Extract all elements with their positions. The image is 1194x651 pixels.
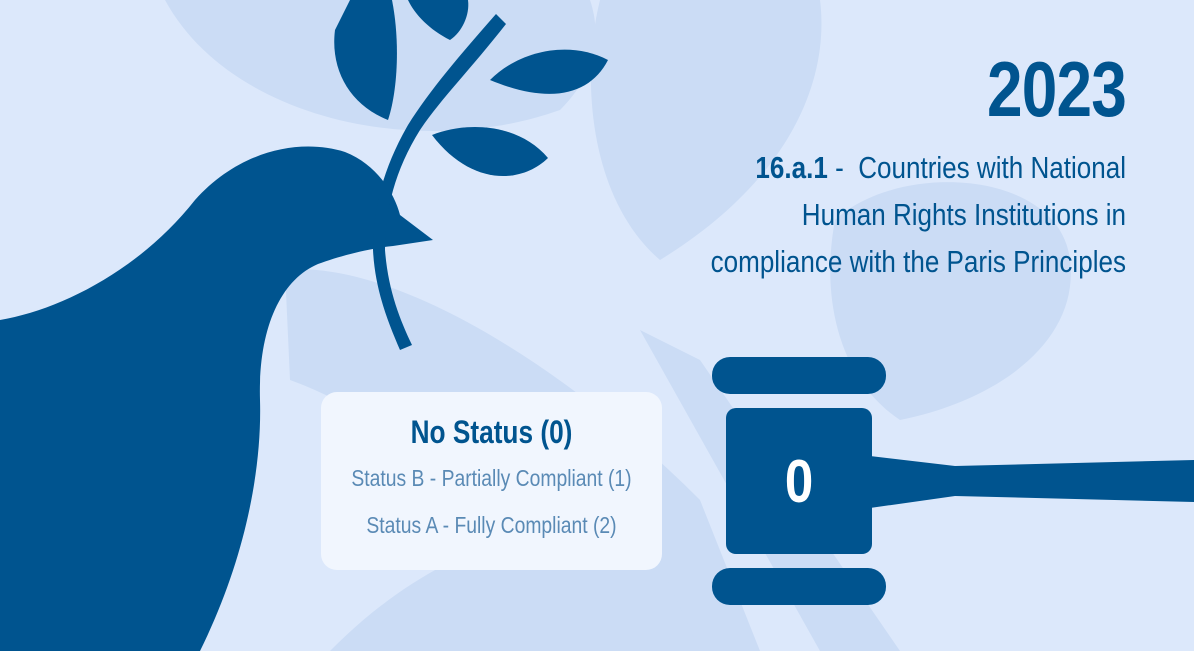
indicator-heading: 16.a.1 - Countries with National Human R…	[706, 144, 1126, 285]
year-label: 2023	[986, 45, 1127, 133]
olive-branch-icon	[334, 0, 608, 350]
title-block: 2023 16.a.1 - Countries with National Hu…	[706, 44, 1127, 285]
status-option-partially-compliant[interactable]: Status B - Partially Compliant (1)	[351, 465, 632, 491]
indicator-code: 16.a.1	[755, 150, 828, 185]
indicator-title: Countries with National Human Rights Ins…	[710, 150, 1126, 279]
status-option-selected[interactable]: No Status (0)	[410, 414, 573, 450]
dove-icon	[0, 146, 433, 651]
status-option-fully-compliant[interactable]: Status A - Fully Compliant (2)	[366, 512, 617, 538]
status-selector: No Status (0) Status B - Partially Compl…	[321, 392, 662, 570]
country-count: 0	[784, 447, 814, 515]
gavel-icon	[712, 357, 1194, 605]
indicator-separator: -	[827, 150, 851, 185]
